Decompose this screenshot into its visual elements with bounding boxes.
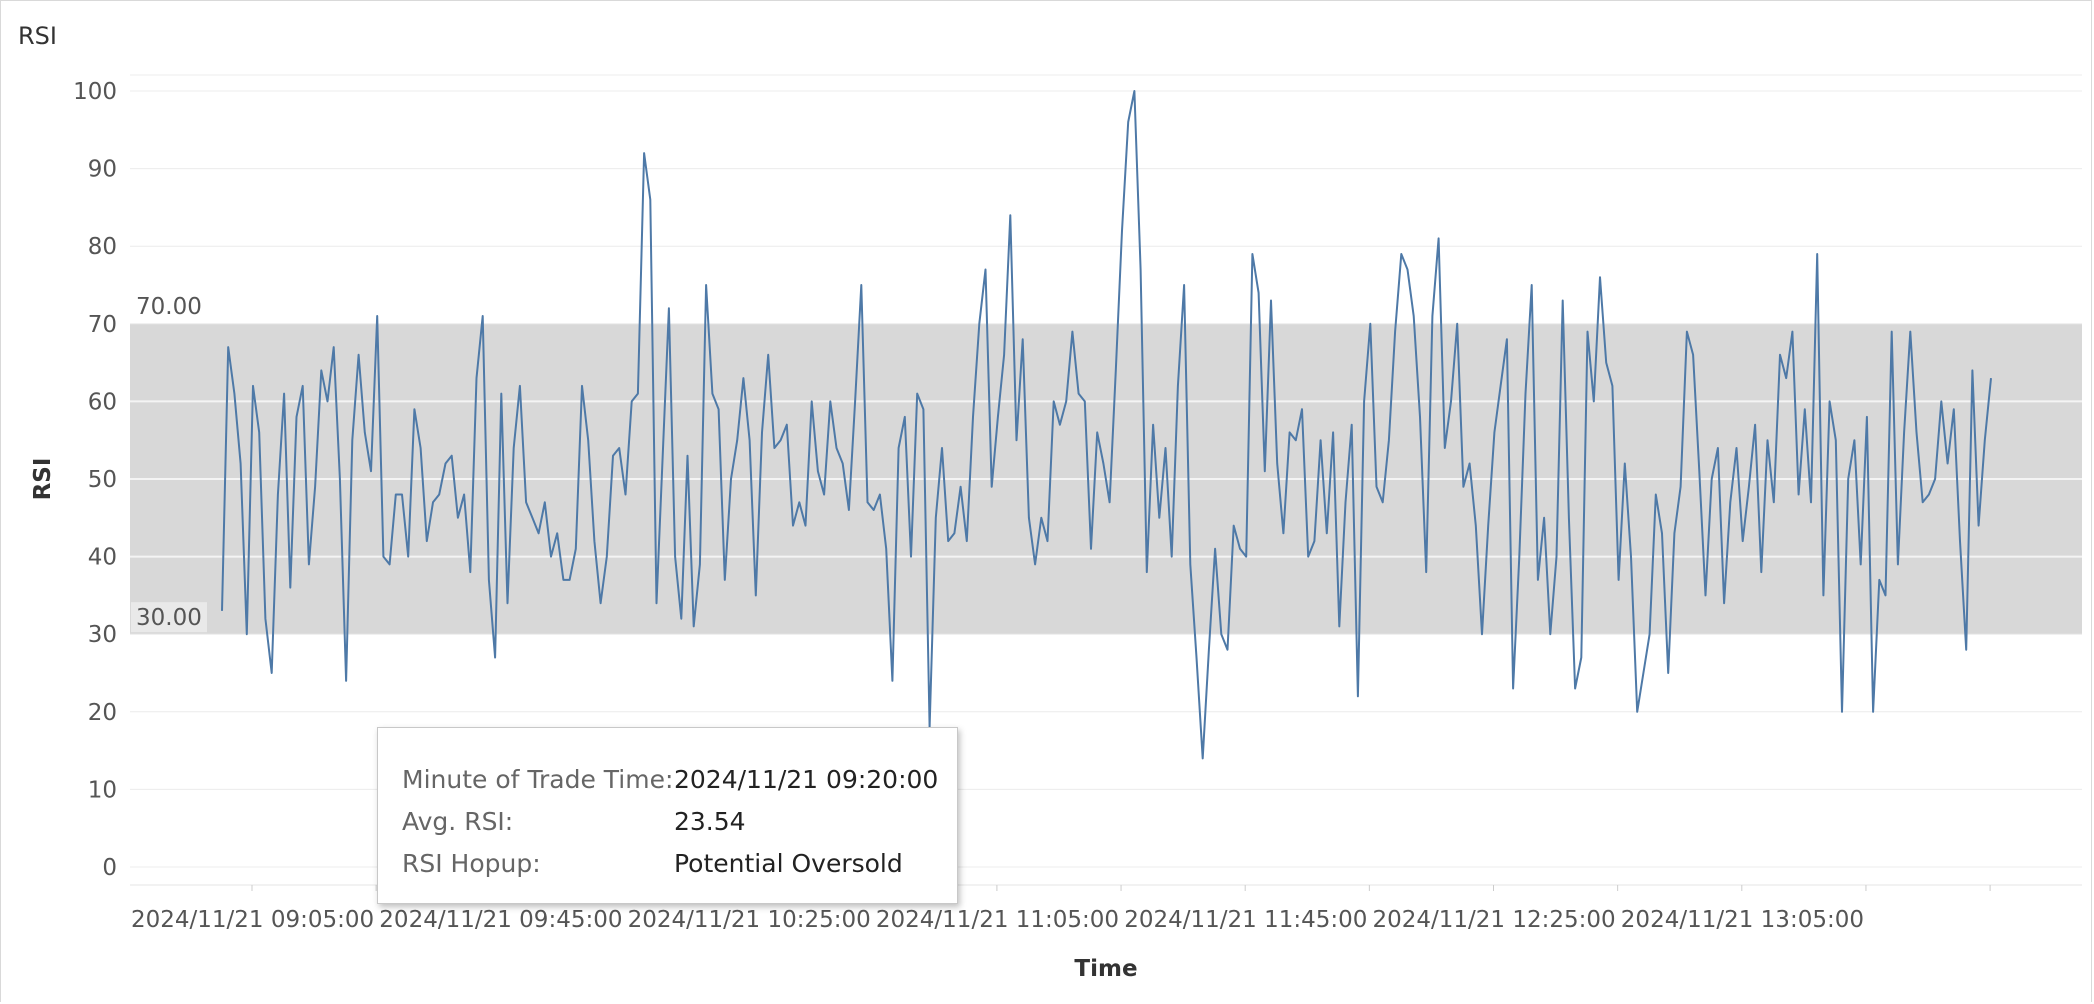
x-tick-label: 2024/11/21 12:25:00 — [1373, 907, 1616, 933]
y-tick-label: 20 — [88, 700, 117, 726]
axis-titles: Time RSI — [30, 458, 1138, 982]
y-tick-label: 0 — [102, 855, 117, 881]
y-tick-label: 10 — [88, 777, 117, 803]
x-tick-label: 2024/11/21 13:05:00 — [1621, 907, 1864, 933]
tooltip-value: Potential Oversold — [674, 848, 903, 878]
x-tick-label: 2024/11/21 09:45:00 — [379, 907, 622, 933]
tooltip-row-hopup: RSI Hopup: Potential Oversold — [402, 842, 957, 884]
y-tick-label: 60 — [88, 389, 117, 415]
y-tick-label: 80 — [88, 234, 117, 260]
x-tick-label: 2024/11/21 09:05:00 — [131, 907, 374, 933]
y-tick-label: 40 — [88, 545, 117, 571]
x-tick-label: 2024/11/21 11:05:00 — [876, 907, 1119, 933]
x-axis-title: Time — [1074, 956, 1137, 982]
x-tick-label: 2024/11/21 11:45:00 — [1124, 907, 1367, 933]
y-tick-label: 70 — [88, 312, 117, 338]
y-axis: 0 10 20 30 40 50 60 70 80 90 100 — [73, 79, 117, 881]
band-low-label-bg — [131, 602, 207, 633]
tooltip-label: Avg. RSI: — [402, 806, 514, 836]
tooltip-value: 23.54 — [674, 806, 746, 836]
reference-band: 70.00 30.00 — [130, 294, 2082, 635]
tooltip-value: 2024/11/21 09:20:00 — [674, 764, 939, 794]
x-axis: 2024/11/21 09:05:00 2024/11/21 09:45:00 20… — [130, 884, 2082, 933]
x-tick-label: 2024/11/21 10:25:00 — [628, 907, 871, 933]
y-tick-label: 100 — [73, 79, 117, 105]
y-tick-label: 50 — [88, 467, 117, 493]
rsi-series-line — [221, 90, 1992, 760]
y-tick-label: 90 — [88, 157, 117, 183]
tooltip-row-time: Minute of Trade Time: 2024/11/21 09:20:0… — [402, 758, 957, 800]
band-low-label: 30.00 — [136, 605, 202, 631]
y-axis-title: RSI — [30, 458, 56, 501]
band-high-label: 70.00 — [136, 294, 202, 320]
tooltip-label: Minute of Trade Time: — [402, 764, 674, 794]
sheet-title: RSI — [18, 22, 57, 50]
tooltip-label: RSI Hopup: — [402, 848, 541, 878]
tooltip: Minute of Trade Time: 2024/11/21 09:20:0… — [377, 727, 958, 904]
y-tick-label: 30 — [88, 622, 117, 648]
series-layer — [221, 90, 1992, 760]
tooltip-row-rsi: Avg. RSI: 23.54 — [402, 800, 957, 842]
